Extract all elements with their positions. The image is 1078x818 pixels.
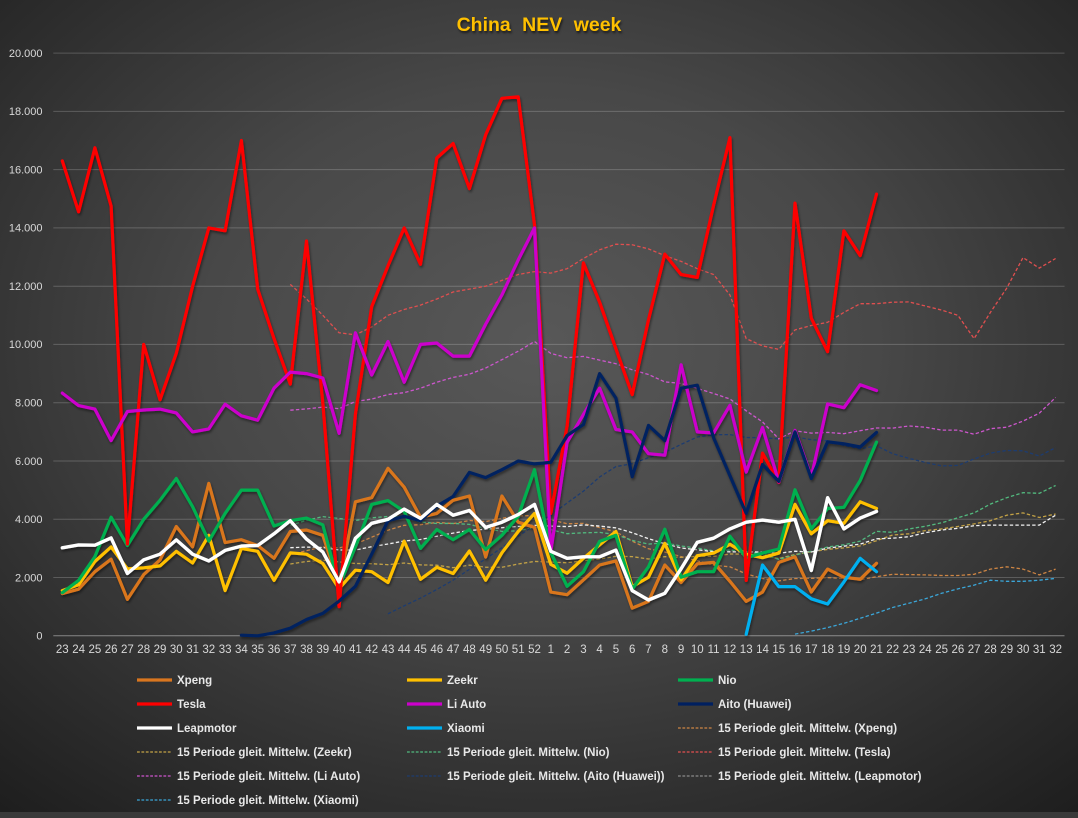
svg-text:31: 31 [186, 644, 199, 656]
svg-text:28: 28 [137, 644, 150, 656]
svg-text:0: 0 [36, 631, 42, 643]
svg-text:15 Periode gleit. Mittelw. (Li: 15 Periode gleit. Mittelw. (Li Auto) [177, 771, 360, 783]
svg-text:11: 11 [708, 644, 720, 656]
svg-text:Tesla: Tesla [177, 699, 206, 711]
svg-text:15: 15 [772, 644, 785, 656]
svg-text:26: 26 [952, 644, 965, 656]
svg-text:42: 42 [365, 644, 378, 656]
svg-text:18: 18 [821, 644, 834, 656]
svg-text:23: 23 [903, 644, 916, 656]
svg-text:13: 13 [740, 644, 753, 656]
svg-text:9: 9 [678, 644, 684, 656]
svg-text:Leapmotor: Leapmotor [177, 723, 237, 735]
svg-text:15 Periode gleit. Mittelw. (Ai: 15 Periode gleit. Mittelw. (Aito (Huawei… [447, 771, 665, 783]
svg-text:10: 10 [691, 644, 704, 656]
svg-text:2: 2 [564, 644, 570, 656]
svg-text:Li Auto: Li Auto [447, 699, 486, 711]
svg-text:12: 12 [724, 644, 737, 656]
svg-text:24: 24 [919, 644, 932, 656]
svg-text:14.000: 14.000 [9, 223, 43, 235]
svg-text:15 Periode gleit. Mittelw. (Ni: 15 Periode gleit. Mittelw. (Nio) [447, 747, 610, 759]
svg-text:18.000: 18.000 [9, 106, 43, 118]
svg-text:Xiaomi: Xiaomi [447, 723, 485, 735]
svg-text:22: 22 [886, 644, 899, 656]
svg-text:32: 32 [202, 644, 215, 656]
svg-text:30: 30 [1017, 644, 1030, 656]
svg-text:38: 38 [300, 644, 313, 656]
svg-text:3: 3 [580, 644, 586, 656]
svg-text:16: 16 [789, 644, 802, 656]
svg-text:15 Periode gleit. Mittelw. (Xi: 15 Periode gleit. Mittelw. (Xiaomi) [177, 795, 359, 807]
svg-text:15 Periode gleit. Mittelw. (Te: 15 Periode gleit. Mittelw. (Tesla) [718, 747, 891, 759]
svg-text:37: 37 [284, 644, 297, 656]
svg-text:12.000: 12.000 [9, 281, 43, 293]
svg-text:24: 24 [72, 644, 85, 656]
svg-text:15 Periode gleit. Mittelw. (Ze: 15 Periode gleit. Mittelw. (Zeekr) [177, 747, 352, 759]
svg-text:49: 49 [479, 644, 492, 656]
svg-text:1: 1 [548, 644, 554, 656]
svg-text:6.000: 6.000 [15, 456, 43, 468]
svg-text:44: 44 [398, 644, 411, 656]
svg-text:Xpeng: Xpeng [177, 675, 212, 687]
svg-text:4: 4 [596, 644, 603, 656]
svg-text:27: 27 [968, 644, 981, 656]
svg-text:41: 41 [349, 644, 362, 656]
svg-text:23: 23 [56, 644, 69, 656]
svg-text:31: 31 [1033, 644, 1046, 656]
svg-text:43: 43 [382, 644, 395, 656]
svg-text:29: 29 [154, 644, 167, 656]
svg-text:6: 6 [629, 644, 635, 656]
svg-text:40: 40 [333, 644, 346, 656]
svg-text:16.000: 16.000 [9, 164, 43, 176]
svg-text:27: 27 [121, 644, 134, 656]
svg-text:51: 51 [512, 644, 525, 656]
svg-text:46: 46 [430, 644, 443, 656]
svg-text:52: 52 [528, 644, 541, 656]
svg-text:Zeekr: Zeekr [447, 675, 478, 687]
svg-text:5: 5 [613, 644, 619, 656]
svg-text:25: 25 [935, 644, 948, 656]
svg-text:China NEV week: China NEV week [457, 14, 622, 36]
svg-text:20.000: 20.000 [9, 48, 43, 60]
svg-text:15 Periode gleit. Mittelw. (Xp: 15 Periode gleit. Mittelw. (Xpeng) [718, 723, 897, 735]
svg-text:2.000: 2.000 [15, 572, 43, 584]
svg-text:29: 29 [1000, 644, 1013, 656]
svg-text:4.000: 4.000 [15, 514, 43, 526]
svg-text:15 Periode gleit. Mittelw. (Le: 15 Periode gleit. Mittelw. (Leapmotor) [718, 771, 922, 783]
svg-text:25: 25 [89, 644, 102, 656]
svg-text:26: 26 [105, 644, 118, 656]
svg-text:47: 47 [447, 644, 460, 656]
svg-text:8.000: 8.000 [15, 398, 43, 410]
svg-text:7: 7 [645, 644, 651, 656]
svg-text:Aito (Huawei): Aito (Huawei) [718, 699, 792, 711]
svg-text:36: 36 [268, 644, 281, 656]
svg-text:20: 20 [854, 644, 867, 656]
svg-text:48: 48 [463, 644, 476, 656]
svg-text:8: 8 [662, 644, 668, 656]
svg-text:10.000: 10.000 [9, 339, 43, 351]
svg-text:28: 28 [984, 644, 997, 656]
svg-text:17: 17 [805, 644, 818, 656]
svg-text:34: 34 [235, 644, 248, 656]
svg-text:21: 21 [870, 644, 883, 656]
svg-text:33: 33 [219, 644, 232, 656]
svg-text:19: 19 [838, 644, 851, 656]
svg-text:50: 50 [496, 644, 509, 656]
svg-text:Nio: Nio [718, 675, 737, 687]
svg-text:39: 39 [316, 644, 329, 656]
svg-text:45: 45 [414, 644, 427, 656]
svg-text:35: 35 [251, 644, 264, 656]
svg-text:30: 30 [170, 644, 183, 656]
svg-text:32: 32 [1049, 644, 1062, 656]
svg-text:14: 14 [756, 644, 769, 656]
